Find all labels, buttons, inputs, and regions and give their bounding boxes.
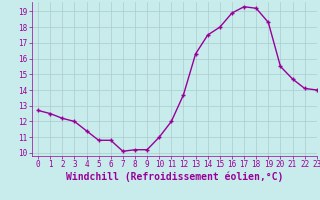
X-axis label: Windchill (Refroidissement éolien,°C): Windchill (Refroidissement éolien,°C): [66, 172, 283, 182]
